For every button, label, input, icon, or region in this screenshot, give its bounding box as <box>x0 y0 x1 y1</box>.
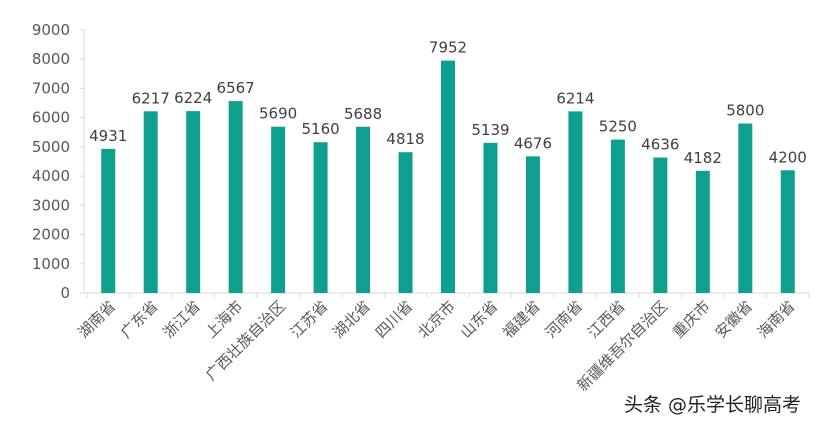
y-tick-label: 3000 <box>32 196 70 214</box>
x-tick-label: 重庆市 <box>669 297 714 342</box>
data-label: 5800 <box>726 102 764 120</box>
data-label: 5160 <box>301 120 339 138</box>
data-label: 5250 <box>599 118 637 136</box>
bar <box>653 157 668 293</box>
y-tick-label: 6000 <box>32 109 70 127</box>
bar <box>143 111 158 294</box>
y-tick-label: 9000 <box>32 21 70 39</box>
y-tick-label: 0 <box>60 284 70 302</box>
data-label: 7952 <box>429 39 467 57</box>
bar <box>398 152 413 293</box>
data-label: 4636 <box>641 136 679 154</box>
data-label: 4676 <box>514 134 552 152</box>
bar <box>271 126 286 293</box>
data-label: 6214 <box>556 89 594 107</box>
y-tick-label: 7000 <box>32 79 70 97</box>
bar <box>313 142 328 293</box>
data-label: 5690 <box>259 105 297 123</box>
bar <box>483 142 498 293</box>
data-label: 4931 <box>89 127 127 145</box>
x-tick-label: 广东省 <box>117 297 162 342</box>
bar <box>525 156 540 293</box>
bar <box>780 170 795 293</box>
watermark-text: 头条 @乐学长聊高考 <box>624 394 802 416</box>
data-label: 6567 <box>217 79 255 97</box>
bar <box>568 111 583 293</box>
data-label: 5688 <box>344 105 382 123</box>
data-label: 4200 <box>769 148 807 166</box>
bar <box>738 123 753 293</box>
x-tick-label: 河南省 <box>542 297 587 342</box>
x-tick-label: 四川省 <box>372 297 417 342</box>
y-tick-label: 1000 <box>32 255 70 273</box>
data-label: 4818 <box>386 130 424 148</box>
x-tick-label: 江苏省 <box>287 297 332 342</box>
x-tick-label: 浙江省 <box>159 297 204 342</box>
data-label: 4182 <box>684 149 722 167</box>
data-label: 6217 <box>132 89 170 107</box>
y-tick-label: 8000 <box>32 50 70 68</box>
data-label: 5139 <box>471 121 509 139</box>
y-tick-label: 4000 <box>32 167 70 185</box>
bar <box>101 148 116 293</box>
x-tick-label: 湖南省 <box>75 297 120 342</box>
data-label: 6224 <box>174 89 212 107</box>
y-tick-label: 2000 <box>32 226 70 244</box>
x-tick-label: 山东省 <box>457 297 502 342</box>
x-tick-label: 北京市 <box>414 297 459 342</box>
bar <box>356 126 371 293</box>
bar <box>186 111 201 294</box>
bar <box>441 60 455 293</box>
bar <box>695 170 710 293</box>
x-tick-label: 海南省 <box>754 297 799 342</box>
x-tick-label: 安徽省 <box>712 297 757 342</box>
x-tick-label: 福建省 <box>499 297 544 342</box>
bar <box>228 101 243 294</box>
bar <box>610 139 625 293</box>
x-tick-label: 湖北省 <box>329 297 374 342</box>
y-tick-label: 5000 <box>32 138 70 156</box>
